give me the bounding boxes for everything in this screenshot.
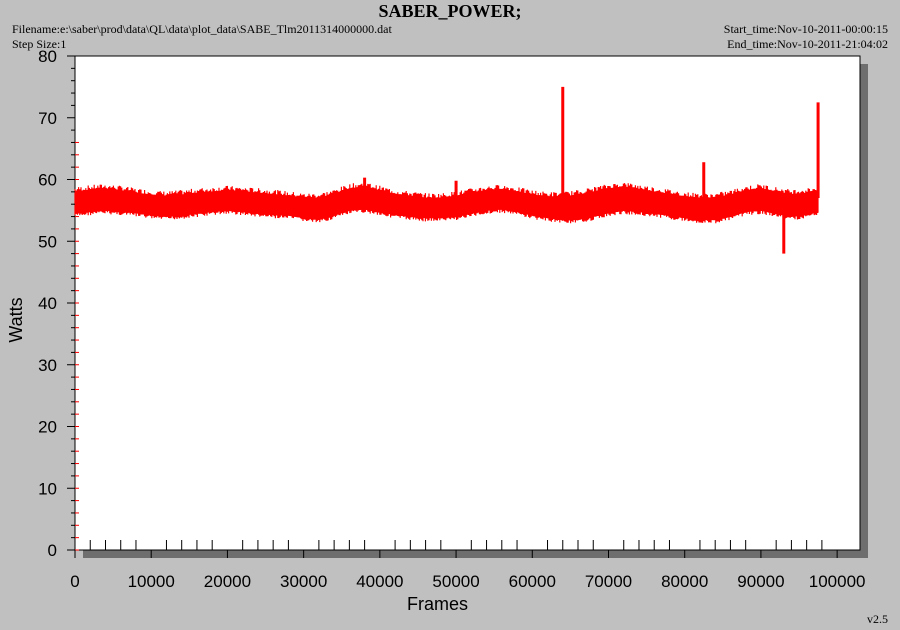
- y-axis-title: Watts: [6, 297, 26, 342]
- chart-title: SABER_POWER;: [378, 1, 522, 21]
- axis-layer: 0 10 20 30 40 50 60 70 80 0 10000 20000 30000 40000 50…: [38, 47, 865, 591]
- x-tick-label: 50000: [432, 572, 479, 591]
- x-axis-title: Frames: [407, 594, 468, 614]
- x-tick-label: 10000: [128, 572, 175, 591]
- x-tick-label: 90000: [737, 572, 784, 591]
- y-tick-label: 10: [38, 479, 57, 498]
- x-tick-label: 80000: [661, 572, 708, 591]
- end-time-label: End_time:Nov-10-2011-21:04:02: [727, 37, 888, 51]
- x-tick-label: 100000: [809, 572, 866, 591]
- y-tick-label: 60: [38, 171, 57, 190]
- plot-area: [74, 55, 861, 551]
- series-layer: [74, 86, 820, 551]
- y-tick-label: 30: [38, 356, 57, 375]
- y-tick-label: 50: [38, 232, 57, 251]
- y-tick-label: 40: [38, 294, 57, 313]
- x-tick-label: 0: [70, 572, 79, 591]
- start-time-label: Start_time:Nov-10-2011-00:00:15: [723, 22, 888, 36]
- x-tick-label: 70000: [585, 572, 632, 591]
- y-tick-label: 70: [38, 109, 57, 128]
- y-tick-label: 0: [48, 541, 57, 560]
- y-tick-label: 20: [38, 418, 57, 437]
- x-tick-label: 20000: [204, 572, 251, 591]
- x-tick-label: 40000: [356, 572, 403, 591]
- x-tick-label: 60000: [509, 572, 556, 591]
- filename-label: Filename:e:\saber\prod\data\QL\data\plot…: [12, 22, 392, 36]
- step-size-label: Step Size:1: [12, 37, 67, 51]
- y-tick-label: 80: [38, 47, 57, 66]
- series-noise: [74, 183, 819, 224]
- x-tick-label: 30000: [280, 572, 327, 591]
- version-label: v2.5: [867, 612, 888, 626]
